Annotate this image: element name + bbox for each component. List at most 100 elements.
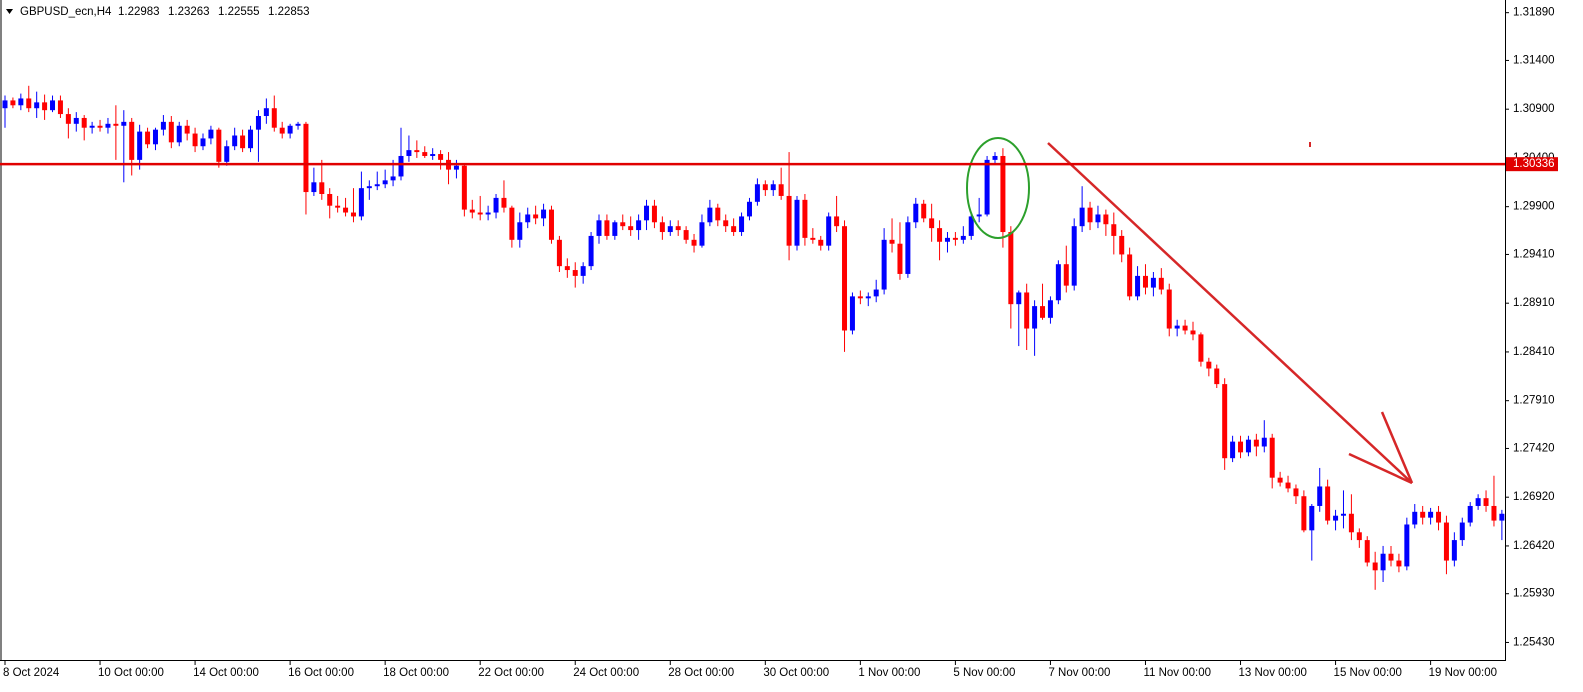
candle-body (469, 209, 475, 213)
header: GBPUSD_ecn,H4 1.22983 1.23263 1.22555 1.228… (6, 6, 310, 18)
candle-body (1396, 560, 1402, 567)
candle-body (675, 226, 681, 231)
candle-body (1190, 330, 1196, 335)
candle-body (1404, 524, 1410, 567)
candle-body (691, 239, 697, 246)
candle-body (572, 270, 578, 276)
candle-body (818, 239, 824, 246)
candle-body (921, 203, 927, 219)
x-tick-label: 30 Oct 00:00 (763, 667, 829, 679)
y-tick-label: 1.25430 (1513, 636, 1555, 648)
candle-body (762, 184, 768, 191)
candle-body (786, 195, 792, 246)
candle-body (1364, 540, 1370, 563)
candle-body (18, 98, 24, 106)
y-tick-label: 1.28410 (1513, 346, 1555, 358)
candle-body (929, 218, 935, 229)
candle-body (604, 220, 610, 236)
trend-arrow-head (1348, 452, 1413, 485)
candle-body (374, 184, 380, 187)
candle-body (50, 100, 56, 111)
x-tick-label: 8 Oct 2024 (3, 667, 60, 679)
menu-icon (6, 9, 13, 14)
candle-body (73, 117, 79, 124)
candle-body (976, 214, 982, 217)
annotations (966, 137, 1414, 485)
info-value: 1.22853 (268, 6, 310, 18)
candle-body (176, 125, 182, 143)
candle-body (746, 201, 752, 217)
candle-body (659, 222, 665, 233)
candle-body (1348, 513, 1354, 533)
candle-body (857, 296, 863, 299)
candle-body (1380, 553, 1386, 571)
candle-body (937, 228, 943, 242)
x-tick-label: 10 Oct 00:00 (98, 667, 164, 679)
candle-body (224, 146, 230, 162)
candle-body (1087, 207, 1093, 223)
trend-arrow-head (1380, 411, 1414, 484)
candle-body (683, 230, 689, 240)
x-tick-label: 14 Oct 00:00 (193, 667, 259, 679)
candle-body (263, 108, 269, 117)
candle-body (1182, 325, 1188, 331)
candle-body (1008, 232, 1014, 305)
candle-body (1459, 522, 1465, 541)
candle-body (905, 222, 911, 274)
candle-body (366, 186, 372, 189)
candle-body (105, 123, 111, 128)
info-value: 1.22555 (218, 6, 260, 18)
x-tick-label: 5 Nov 00:00 (953, 667, 1015, 679)
highlight-ellipse (966, 137, 1030, 239)
candle-body (1230, 441, 1236, 459)
candle-body (588, 235, 594, 267)
candle-body (651, 205, 657, 223)
candle-body (1150, 277, 1156, 288)
candle-body (461, 165, 467, 210)
candle-body (1356, 532, 1362, 541)
candle-body (477, 212, 483, 215)
price-line-label-box (1506, 157, 1558, 172)
y-tick-label: 1.29900 (1513, 201, 1555, 213)
candle-body (2, 100, 8, 109)
y-tick-label: 1.26420 (1513, 540, 1555, 552)
candle-body (1333, 515, 1339, 521)
candle-body (612, 222, 618, 236)
candle-body (596, 220, 602, 236)
candle-body (644, 205, 650, 221)
candle-body (881, 239, 887, 290)
info-value: 1.22983 (118, 6, 160, 18)
y-tick-label: 1.26920 (1513, 491, 1555, 503)
y-tick-label: 1.27910 (1513, 395, 1555, 407)
y-tick-label: 1.29410 (1513, 248, 1555, 260)
y-tick-label: 1.28910 (1513, 297, 1555, 309)
y-tick-label: 1.25930 (1513, 588, 1555, 600)
candle-body (517, 222, 523, 240)
candle-body (715, 207, 721, 221)
candle-body (1119, 235, 1125, 255)
candle-body (145, 131, 151, 145)
candle-body (438, 154, 444, 160)
candle-body (295, 123, 301, 126)
candle-body (390, 176, 396, 181)
candle-body (952, 237, 958, 240)
candle-body (279, 127, 285, 134)
candle-body (889, 239, 895, 244)
x-tick-label: 18 Oct 00:00 (383, 667, 449, 679)
candle-body (129, 121, 135, 160)
x-tick-label: 15 Nov 00:00 (1334, 667, 1402, 679)
candle-body (1238, 441, 1244, 453)
candle-body (311, 182, 317, 193)
candle-body (1285, 482, 1291, 489)
candle-body (778, 184, 784, 196)
candle-body (350, 212, 356, 217)
candle-body (1142, 275, 1148, 288)
candle-body (113, 123, 119, 126)
candle-body (1475, 498, 1481, 506)
candle-body (849, 296, 855, 331)
candle-body (1499, 513, 1505, 521)
candle-body (1174, 325, 1180, 329)
axes: 1.318901.314001.309001.304001.299001.294… (0, 7, 1558, 679)
